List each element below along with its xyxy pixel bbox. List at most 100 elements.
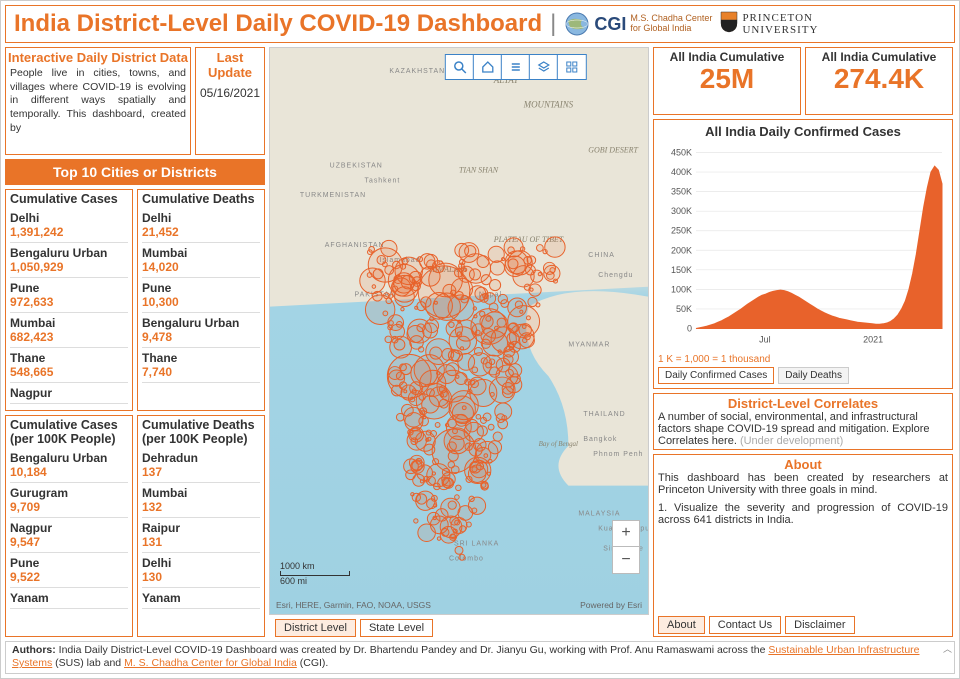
chart-note: 1 K = 1,000 = 1 thousand	[658, 354, 948, 365]
globe-icon	[564, 11, 590, 37]
item-name: Delhi	[142, 211, 260, 225]
map-attribution-left: Esri, HERE, Garmin, FAO, NOAA, USGS	[276, 600, 431, 610]
basemap-icon[interactable]	[558, 55, 586, 79]
footer-text-3: (CGI).	[297, 657, 329, 669]
map-label: AFGHANISTAN	[325, 242, 385, 249]
svg-text:100K: 100K	[671, 284, 692, 294]
list-item[interactable]: Dehradun137	[142, 448, 260, 483]
list-item[interactable]: Mumbai14,020	[142, 243, 260, 278]
item-name: Nagpur	[10, 521, 128, 535]
map-label: MYANMAR	[568, 341, 610, 348]
map-label: Bangkok	[583, 436, 617, 443]
map-label: Bay of Bengal	[539, 440, 578, 448]
list-item[interactable]: Bengaluru Urban10,184	[10, 448, 128, 483]
intro-text: People live in cities, towns, and villag…	[6, 67, 190, 139]
item-name: Raipur	[142, 521, 260, 535]
map-label: KAZAKHSTAN	[389, 68, 445, 75]
chevron-up-icon[interactable]: ︿	[943, 644, 952, 656]
tab-disclaimer[interactable]: Disclaimer	[785, 616, 854, 634]
correlates-ud: (Under development)	[740, 435, 843, 447]
item-name: Yanam	[142, 591, 260, 605]
list-body[interactable]: Delhi1,391,242Bengaluru Urban1,050,929Pu…	[6, 208, 132, 410]
cgi-sub2: for Global India	[630, 24, 712, 34]
search-icon[interactable]	[446, 55, 474, 79]
intro-title: Interactive Daily District Data	[6, 48, 190, 67]
list-item[interactable]: Gurugram9,709	[10, 483, 128, 518]
list-body[interactable]: Bengaluru Urban10,184Gurugram9,709Nagpur…	[6, 448, 132, 636]
list-item[interactable]: Nagpur9,547	[10, 518, 128, 553]
list-body[interactable]: Delhi21,452Mumbai14,020Pune10,300Bengalu…	[138, 208, 264, 410]
authors-label: Authors:	[12, 644, 56, 656]
item-value: 548,665	[10, 365, 128, 379]
map-panel[interactable]: KAZAKHSTAN UZBEKISTAN TURKMENISTAN AFGHA…	[269, 47, 649, 615]
list-item[interactable]: Pune9,522	[10, 553, 128, 588]
footer-text-1: India Daily District-Level COVID-19 Dash…	[56, 644, 769, 656]
cgi-logo: CGI M.S. Chadha Center for Global India	[564, 10, 712, 38]
tab-about[interactable]: About	[658, 616, 705, 634]
item-name: Mumbai	[142, 246, 260, 260]
item-name: Thane	[10, 351, 128, 365]
map-toolbar	[445, 54, 587, 80]
item-name: Gurugram	[10, 486, 128, 500]
zoom-in-button[interactable]: +	[613, 521, 639, 547]
tab-daily-confirmed[interactable]: Daily Confirmed Cases	[658, 367, 774, 384]
princeton-logo: PRINCETON UNIVERSITY	[720, 10, 818, 38]
cum1-value: 25M	[656, 64, 798, 95]
cum2-value: 274.4K	[808, 64, 950, 95]
chart-title: All India Daily Confirmed Cases	[658, 124, 948, 139]
about-panel: About This dashboard has been created by…	[653, 454, 953, 637]
list-title: Cumulative Cases	[6, 190, 132, 208]
list-item[interactable]: Pune972,633	[10, 278, 128, 313]
list-panel-deaths_per100k: Cumulative Deaths (per 100K People)Dehra…	[137, 415, 265, 637]
map-label: GOBI DESERT	[588, 145, 638, 154]
list-item[interactable]: Delhi130	[142, 553, 260, 588]
list-item[interactable]: Delhi21,452	[142, 208, 260, 243]
svg-text:450K: 450K	[671, 148, 692, 158]
map-label: CHINA	[588, 252, 615, 259]
scale-bot: 600 mi	[280, 576, 350, 586]
svg-text:300K: 300K	[671, 206, 692, 216]
map-canvas[interactable]: KAZAKHSTAN UZBEKISTAN TURKMENISTAN AFGHA…	[270, 48, 648, 605]
item-name: Nagpur	[10, 386, 128, 400]
list-item[interactable]: Mumbai682,423	[10, 313, 128, 348]
map-label: Chengdu	[598, 272, 633, 279]
zoom-out-button[interactable]: −	[613, 547, 639, 573]
item-value: 21,452	[142, 225, 260, 239]
item-value: 9,522	[10, 570, 128, 584]
tab-district-level[interactable]: District Level	[275, 619, 356, 637]
list-item[interactable]: Thane548,665	[10, 348, 128, 383]
list-item[interactable]: Bengaluru Urban1,050,929	[10, 243, 128, 278]
last-update-panel: Last Update 05/16/2021	[195, 47, 265, 155]
item-value: 10,300	[142, 295, 260, 309]
list-item[interactable]: Nagpur	[10, 383, 128, 404]
list-item[interactable]: Mumbai132	[142, 483, 260, 518]
last-update-value: 05/16/2021	[196, 82, 264, 100]
item-value: 132	[142, 500, 260, 514]
layers-icon[interactable]	[530, 55, 558, 79]
list-item[interactable]: Raipur131	[142, 518, 260, 553]
about-text-2: 1. Visualize the severity and progressio…	[658, 502, 948, 526]
home-icon[interactable]	[474, 55, 502, 79]
princeton-label-1: PRINCETON	[742, 12, 818, 24]
svg-text:150K: 150K	[671, 265, 692, 275]
list-body[interactable]: Dehradun137Mumbai132Raipur131Delhi130 Yan…	[138, 448, 264, 636]
top10-header: Top 10 Cities or Districts	[5, 159, 265, 185]
tab-contact[interactable]: Contact Us	[709, 616, 781, 634]
list-item[interactable]: Pune10,300	[142, 278, 260, 313]
footer-authors: Authors: India Daily District-Level COVI…	[5, 641, 955, 674]
item-value: 682,423	[10, 330, 128, 344]
tab-daily-deaths[interactable]: Daily Deaths	[778, 367, 849, 384]
svg-text:400K: 400K	[671, 167, 692, 177]
list-icon[interactable]	[502, 55, 530, 79]
list-item[interactable]: Thane7,740	[142, 348, 260, 383]
intro-panel: Interactive Daily District Data People l…	[5, 47, 191, 155]
list-item[interactable]: Bengaluru Urban9,478	[142, 313, 260, 348]
item-name: Pune	[142, 281, 260, 295]
list-item[interactable]: Delhi1,391,242	[10, 208, 128, 243]
list-item[interactable]: Yanam	[142, 588, 260, 609]
cumulative-box-2: All India Cumulative 274.4K	[805, 47, 953, 115]
list-item[interactable]: Yanam	[10, 588, 128, 609]
tab-state-level[interactable]: State Level	[360, 619, 433, 637]
item-name: Delhi	[142, 556, 260, 570]
footer-link-cgi[interactable]: M. S. Chadha Center for Global India	[124, 657, 297, 669]
